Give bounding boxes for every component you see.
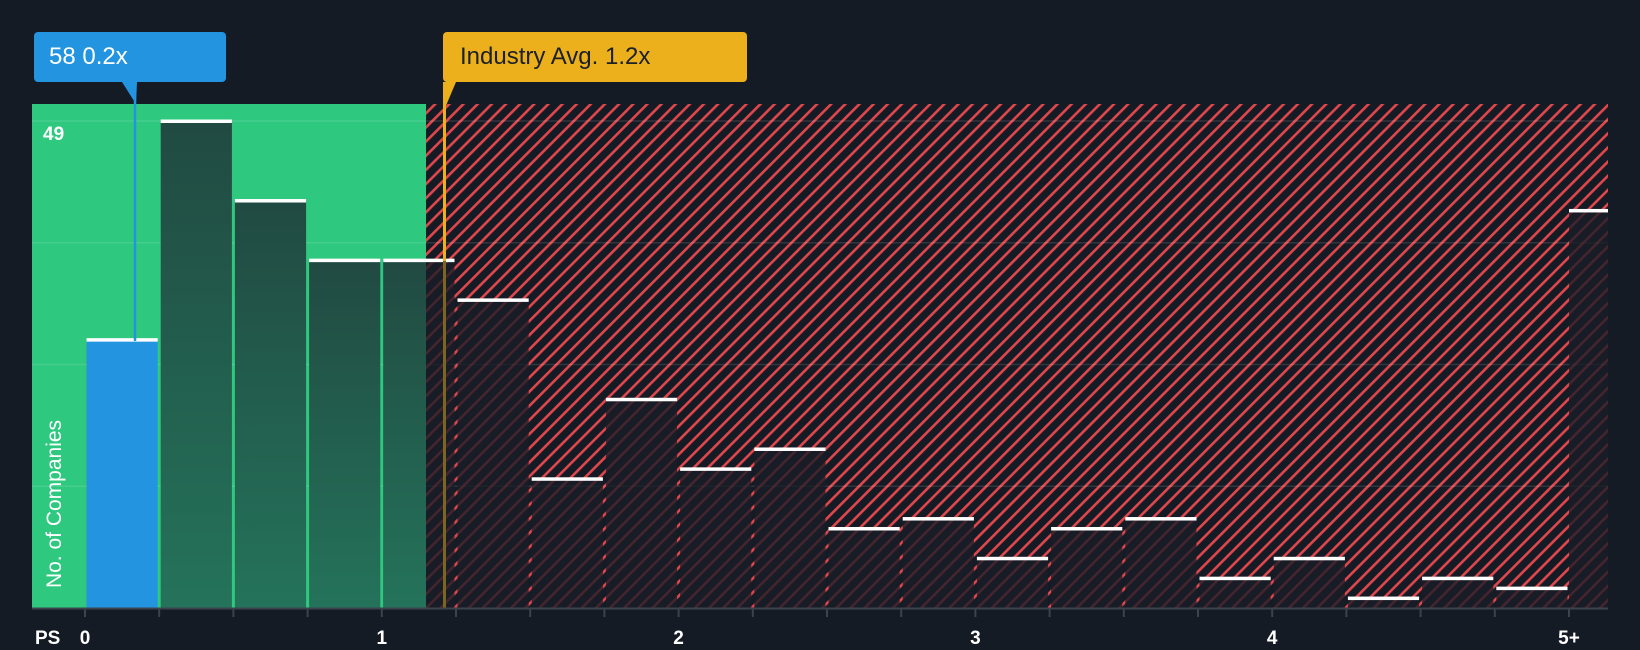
bar-cap — [160, 119, 232, 123]
x-axis — [32, 607, 1608, 617]
histogram-bar — [1273, 556, 1345, 608]
histogram-bar — [234, 199, 307, 609]
bar-fill — [309, 260, 381, 608]
histogram-bar — [976, 556, 1049, 608]
bar-fill — [457, 299, 529, 608]
histogram-bar — [531, 477, 603, 608]
bar-cap — [1496, 586, 1568, 591]
x-axis-ticks — [84, 609, 1570, 617]
histogram-bar — [680, 467, 752, 608]
bar-fill — [234, 200, 307, 609]
bar-fill — [160, 121, 232, 608]
histogram-bar — [902, 517, 974, 608]
industry-callout-pointer — [443, 82, 456, 108]
histogram-bar — [457, 298, 529, 608]
bar-cap — [754, 447, 826, 451]
bar-cap — [902, 517, 974, 521]
bar-cap — [457, 298, 529, 302]
histogram-bar — [383, 258, 455, 608]
bar-fill — [1199, 578, 1271, 608]
histogram-bar — [1569, 208, 1608, 608]
x-tick-label: 0 — [79, 628, 91, 649]
bar-cap — [531, 477, 603, 481]
x-tick-label: 4 — [1266, 628, 1278, 649]
bar-fill — [902, 518, 974, 608]
bar-cap — [309, 258, 381, 263]
bar-fill — [976, 558, 1049, 608]
bar-fill — [605, 399, 678, 608]
histogram-bar — [1051, 526, 1123, 608]
histogram-bar — [1125, 517, 1197, 608]
histogram-bar — [1347, 596, 1420, 608]
bar-cap — [1347, 596, 1420, 601]
bar-cap — [1125, 517, 1197, 521]
bar-cap — [828, 526, 900, 531]
y-axis-title: No. of Companies — [43, 419, 66, 589]
histogram-bar — [309, 258, 381, 608]
histogram-bar — [86, 338, 158, 608]
bar-fill — [680, 468, 752, 608]
markers — [122, 82, 456, 608]
histogram-bar — [754, 447, 826, 608]
histogram-bars — [86, 119, 1608, 609]
highlight-callout: 58 0.2x — [34, 32, 226, 82]
bar-cap — [234, 199, 307, 203]
x-tick-label: 5+ — [1558, 628, 1580, 649]
histogram-bar — [1496, 586, 1568, 608]
x-tick-label: 1 — [376, 628, 388, 649]
bar-fill-green-part — [383, 260, 426, 608]
bar-fill — [1422, 578, 1494, 608]
highlight-callout-pointer — [122, 82, 137, 104]
histogram-bar — [605, 397, 678, 608]
bar-cap — [1569, 208, 1608, 213]
x-tick-label: 3 — [970, 628, 981, 649]
industry-average-callout: Industry Avg. 1.2x — [443, 32, 747, 82]
industry-average-label: Industry Avg. 1.2x — [460, 43, 651, 70]
bar-fill — [86, 339, 158, 608]
bar-fill — [754, 448, 826, 608]
bar-fill — [1496, 588, 1568, 608]
bar-cap — [976, 556, 1049, 561]
bar-cap — [383, 258, 455, 263]
bar-cap — [1199, 576, 1271, 581]
bar-fill — [1125, 518, 1197, 608]
y-axis-max-label: 49 — [43, 124, 65, 145]
bar-fill — [531, 478, 603, 608]
histogram-bar — [160, 119, 232, 608]
overvalued-region — [426, 104, 1608, 608]
bar-fill — [828, 528, 900, 608]
x-axis-title: PS — [35, 628, 61, 649]
bar-cap — [1422, 576, 1494, 581]
histogram-bar — [1199, 576, 1271, 608]
bar-cap — [86, 338, 158, 342]
bar-cap — [1051, 526, 1123, 531]
bar-fill — [1273, 558, 1345, 608]
bar-fill — [1347, 598, 1420, 608]
histogram-bar — [828, 526, 900, 608]
bar-fill — [1569, 210, 1608, 608]
bar-cap — [1273, 556, 1345, 561]
bar-cap — [605, 397, 678, 402]
x-tick-label: 2 — [673, 628, 684, 649]
bar-fill — [1051, 528, 1123, 608]
highlight-callout-label: 58 0.2x — [49, 43, 128, 70]
histogram-bar — [1422, 576, 1494, 608]
bar-cap — [680, 467, 752, 471]
